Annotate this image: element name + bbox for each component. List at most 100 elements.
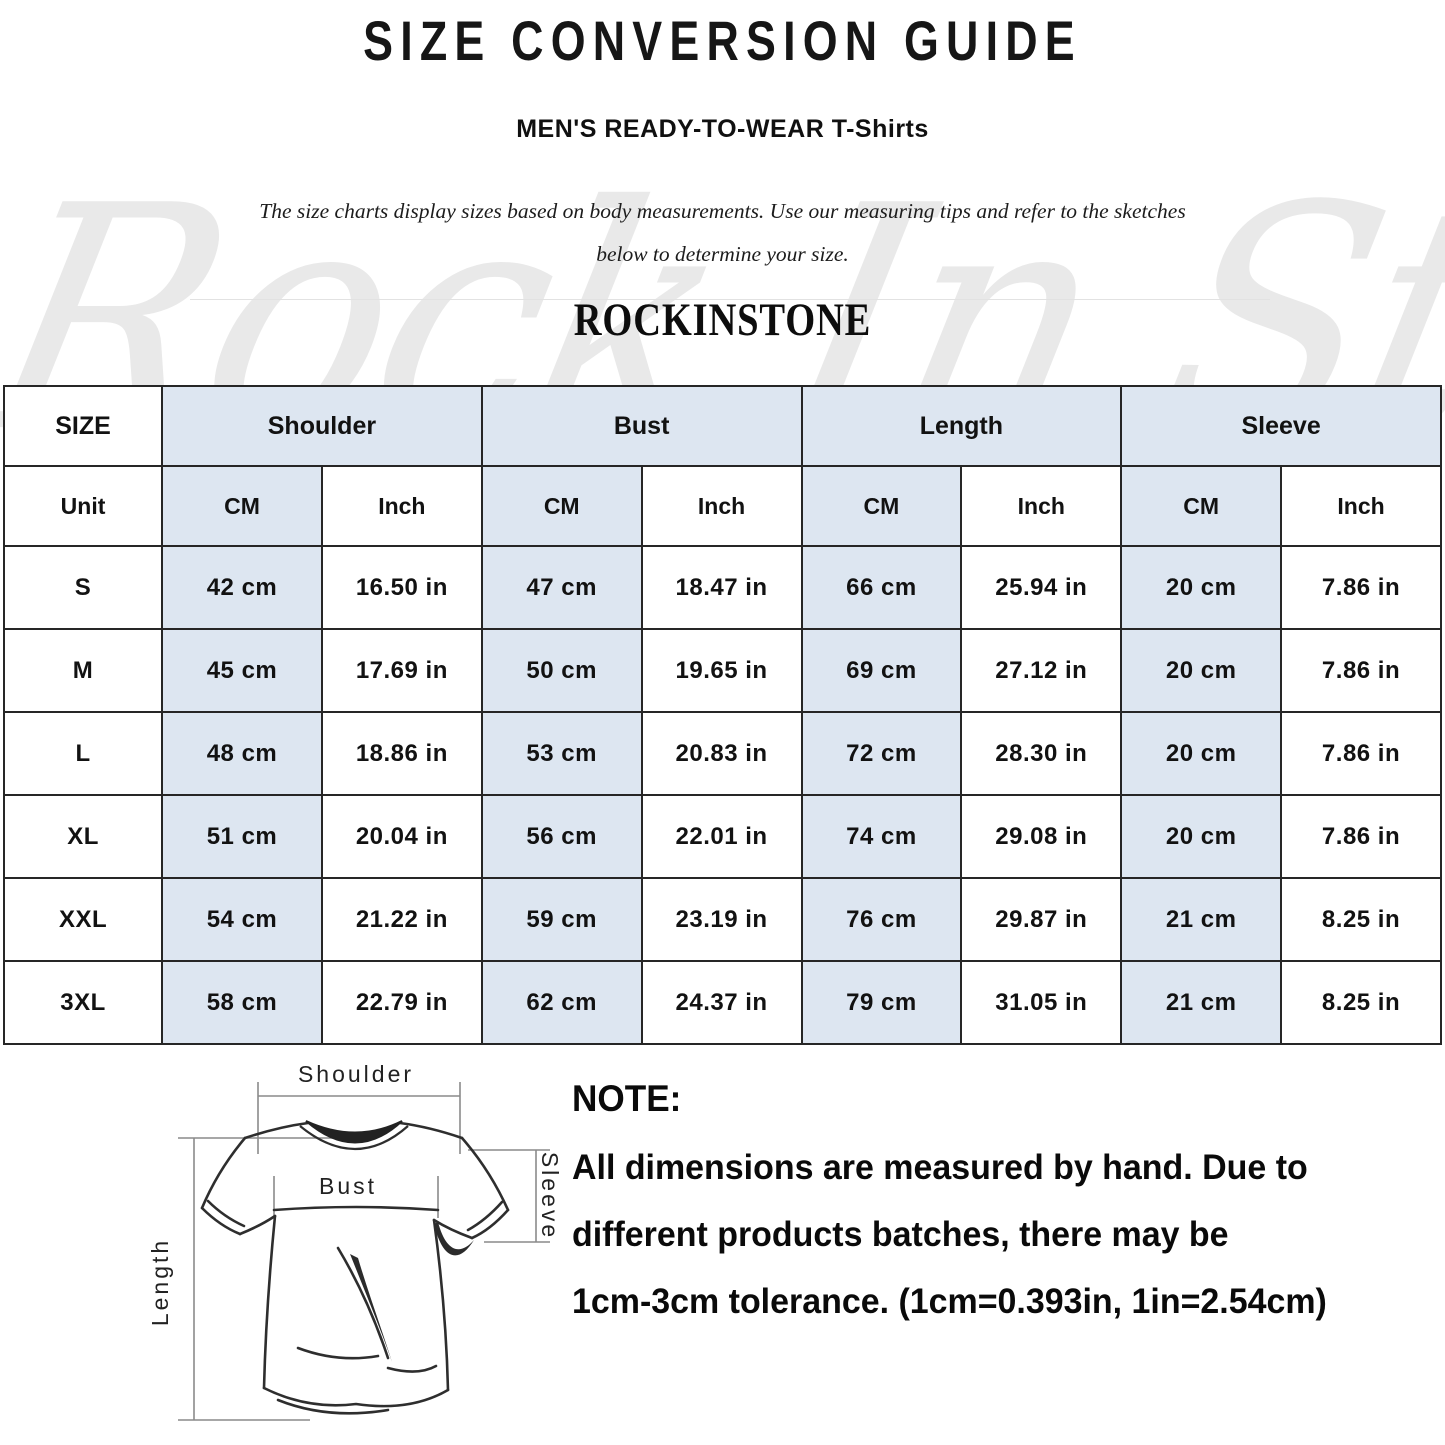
brand-name: ROCKINSTONE xyxy=(573,294,872,346)
measurement-cell: 66 cm xyxy=(800,545,963,630)
tshirt-collar-outer xyxy=(299,1125,409,1151)
measurement-cell: 31.05 in xyxy=(960,960,1123,1045)
table-row: L 48 cm 18.86 in 53 cm 20.83 in 72 cm 28.30 in… xyxy=(2,711,1442,796)
tshirt-outline xyxy=(200,1121,510,1415)
measurement-cell: 45 cm xyxy=(161,628,323,713)
divider-line xyxy=(190,299,1270,300)
measurement-cell: 20 cm xyxy=(1120,711,1283,796)
measurement-cell: 18.47 in xyxy=(640,545,803,630)
measurement-cell: 22.01 in xyxy=(640,794,803,879)
table-row: XL 51 cm 20.04 in 56 cm 22.01 in 74 cm 29.08 i… xyxy=(2,794,1442,879)
measurement-cell: 8.25 in xyxy=(1280,960,1442,1045)
shoulder-dimension-label: Shoulder xyxy=(298,1061,414,1087)
measurement-cell: 21 cm xyxy=(1120,877,1283,962)
measurement-cell: 29.08 in xyxy=(960,794,1123,879)
fold-shading xyxy=(434,1222,474,1256)
unit-cell: Unit xyxy=(2,465,164,547)
size-label-cell: XL xyxy=(2,794,164,879)
measurement-cell: 19.65 in xyxy=(640,628,803,713)
table-row: XXL 54 cm 21.22 in 59 cm 23.19 in 76 cm 29.87 … xyxy=(2,877,1442,962)
unit-cell: Inch xyxy=(960,465,1123,547)
measurement-cell: 22.79 in xyxy=(320,960,483,1045)
measurement-cell: 72 cm xyxy=(800,711,963,796)
measurement-cell: 23.19 in xyxy=(640,877,803,962)
note-heading: NOTE: xyxy=(572,1078,682,1119)
measurement-cell: 42 cm xyxy=(161,545,323,630)
header-size: SIZE xyxy=(2,385,164,467)
description-line-2: below to determine your size. xyxy=(596,242,849,266)
unit-cell: CM xyxy=(1120,465,1283,547)
note-line-1: All dimensions are measured by hand. Due… xyxy=(572,1148,1308,1187)
description-text: The size charts display sizes based on b… xyxy=(0,190,1445,276)
table-group-header-row: SIZE Shoulder Bust Length Sleeve xyxy=(2,385,1442,467)
measurement-cell: 17.69 in xyxy=(320,628,483,713)
measurement-cell: 56 cm xyxy=(480,794,643,879)
measurement-cell: 21 cm xyxy=(1120,960,1283,1045)
page-title: SIZE CONVERSION GUIDE xyxy=(363,9,1082,72)
measurement-cell: 20 cm xyxy=(1120,628,1283,713)
tshirt-collar xyxy=(305,1120,403,1144)
unit-cell: Inch xyxy=(1280,465,1442,547)
measurement-cell: 18.86 in xyxy=(320,711,483,796)
measurement-cell: 20 cm xyxy=(1120,794,1283,879)
size-label-cell: L xyxy=(2,711,164,796)
measurement-cell: 47 cm xyxy=(480,545,643,630)
measurement-cell: 74 cm xyxy=(800,794,963,879)
measurement-cell: 69 cm xyxy=(800,628,963,713)
measurement-cell: 7.86 in xyxy=(1280,711,1442,796)
table-row: 3XL 58 cm 22.79 in 62 cm 24.37 in 79 cm 31.05 … xyxy=(2,960,1442,1045)
measurement-cell: 59 cm xyxy=(480,877,643,962)
measurement-guides xyxy=(178,1082,550,1421)
header-shoulder: Shoulder xyxy=(161,385,483,467)
size-label-cell: XXL xyxy=(2,877,164,962)
table-row: S 42 cm 16.50 in 47 cm 18.47 in 66 cm 25.94 in… xyxy=(2,545,1442,630)
size-label-cell: M xyxy=(2,628,164,713)
measurement-cell: 48 cm xyxy=(161,711,323,796)
measurement-cell: 51 cm xyxy=(161,794,323,879)
measurement-cell: 7.86 in xyxy=(1280,545,1442,630)
table-row: M 45 cm 17.69 in 50 cm 19.65 in 69 cm 27.12 in… xyxy=(2,628,1442,713)
measurement-cell: 24.37 in xyxy=(640,960,803,1045)
measurement-cell: 20 cm xyxy=(1120,545,1283,630)
measurement-cell: 16.50 in xyxy=(320,545,483,630)
measurement-cell: 7.86 in xyxy=(1280,794,1442,879)
measurement-cell: 76 cm xyxy=(800,877,963,962)
table-unit-row: Unit CM Inch CM Inch CM Inch CM Inch xyxy=(2,465,1442,547)
measurement-cell: 79 cm xyxy=(800,960,963,1045)
fold-shading xyxy=(350,1254,392,1362)
unit-cell: CM xyxy=(480,465,643,547)
size-label-cell: S xyxy=(2,545,164,630)
measurement-cell: 8.25 in xyxy=(1280,877,1442,962)
unit-cell: Inch xyxy=(320,465,483,547)
unit-cell: Inch xyxy=(640,465,803,547)
measurement-cell: 58 cm xyxy=(161,960,323,1045)
measurement-cell: 28.30 in xyxy=(960,711,1123,796)
note-line-3: 1cm-3cm tolerance. (1cm=0.393in, 1in=2.5… xyxy=(572,1282,1327,1321)
description-line-1: The size charts display sizes based on b… xyxy=(259,199,1186,223)
tshirt-measurement-diagram: Shoulder Bust Length Sleeve xyxy=(138,1058,574,1445)
measurement-cell: 20.04 in xyxy=(320,794,483,879)
measurement-cell: 27.12 in xyxy=(960,628,1123,713)
header-sleeve: Sleeve xyxy=(1120,385,1442,467)
measurement-cell: 7.86 in xyxy=(1280,628,1442,713)
note-section: NOTE: All dimensions are measured by han… xyxy=(572,1078,1382,1321)
length-dimension-label: Length xyxy=(147,1238,173,1326)
sleeve-dimension-label: Sleeve xyxy=(537,1152,563,1240)
unit-cell: CM xyxy=(161,465,323,547)
measurement-cell: 53 cm xyxy=(480,711,643,796)
size-label-cell: 3XL xyxy=(2,960,164,1045)
measurement-cell: 62 cm xyxy=(480,960,643,1045)
measurement-cell: 50 cm xyxy=(480,628,643,713)
measurement-cell: 21.22 in xyxy=(320,877,483,962)
note-line-2: different products batches, there may be xyxy=(572,1215,1229,1254)
header-bust: Bust xyxy=(480,385,803,467)
tshirt-diagram-svg: Shoulder Bust Length Sleeve xyxy=(147,1061,563,1421)
measurement-cell: 25.94 in xyxy=(960,545,1123,630)
size-conversion-table: SIZE Shoulder Bust Length Sleeve Unit CM… xyxy=(2,385,1442,1045)
measurement-cell: 20.83 in xyxy=(640,711,803,796)
measurement-cell: 29.87 in xyxy=(960,877,1123,962)
bust-dimension-label: Bust xyxy=(319,1173,377,1199)
page-subtitle: MEN'S READY-TO-WEAR T-Shirts xyxy=(516,115,929,143)
unit-cell: CM xyxy=(800,465,963,547)
header-length: Length xyxy=(800,385,1123,467)
